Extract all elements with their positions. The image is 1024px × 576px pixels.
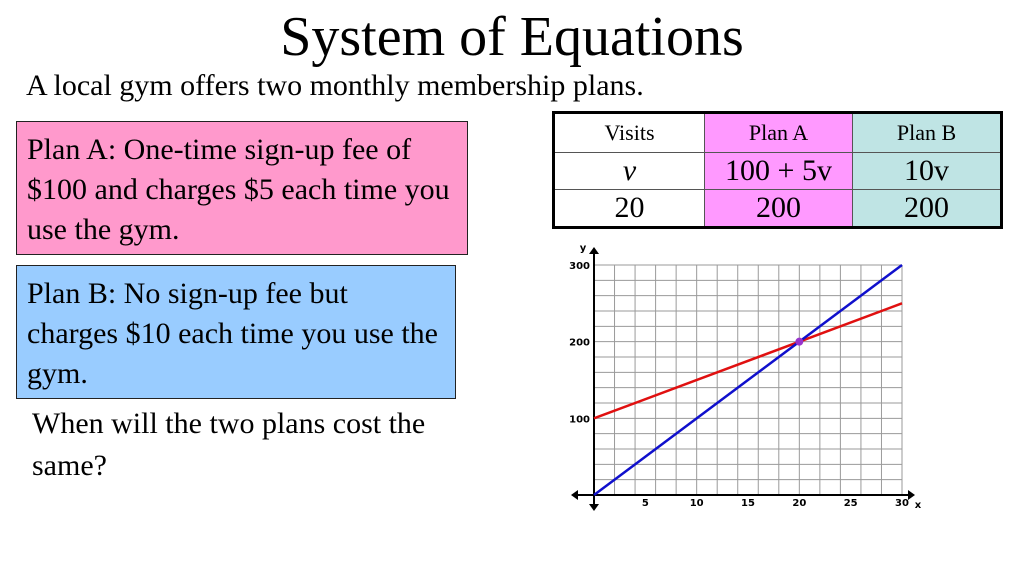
x-tick-label: 5 [642,498,649,509]
x-axis-arrow-right [908,490,915,500]
table-row: 20 200 200 [552,189,1002,228]
question-text: When will the two plans cost the same? [32,407,426,482]
intersection-point [795,337,804,346]
header-visits: Visits [552,112,706,153]
y-axis-arrow-down [589,504,599,511]
table-row: v 100 + 5v 10v [552,152,1002,190]
cell-visits-expr: v [552,152,706,190]
y-axis-arrow-up [589,247,599,254]
plan-b-box: Plan B: No sign-up fee but charges $10 e… [16,265,456,399]
plan-a-box: Plan A: One-time sign-up fee of $100 and… [16,121,468,255]
cell-plan-b-value: 200 [852,189,1002,228]
cost-graph: 5 10 15 20 25 30 100 200 300 x y [569,243,922,511]
cell-visits-value: 20 [552,189,706,228]
x-axis-arrow-left [571,490,578,500]
y-tick-label: 100 [569,414,590,425]
plan-b-line [593,263,903,497]
y-tick-label: 200 [569,338,590,349]
table-header-row: Visits Plan A Plan B [552,112,1002,153]
x-tick-label: 10 [690,498,704,509]
x-axis-label: x [915,500,922,511]
cell-plan-b-expr: 10v [852,152,1002,190]
y-axis-label: y [580,243,587,254]
problem-intro: A local gym offers two monthly membershi… [26,69,644,102]
header-plan-b: Plan B [852,112,1002,153]
page-title: System of Equations [280,6,744,68]
cost-table: Visits Plan A Plan B v 100 + 5v 10v 20 2… [552,111,1003,229]
cell-plan-a-expr: 100 + 5v [704,152,853,190]
x-tick-label: 20 [792,498,806,509]
header-plan-a: Plan A [704,112,853,153]
x-tick-label: 25 [844,498,858,509]
x-tick-label: 30 [895,498,909,509]
x-tick-label: 15 [741,498,755,509]
plan-a-line [593,302,903,420]
y-tick-label: 300 [569,261,590,272]
cell-plan-a-value: 200 [704,189,853,228]
